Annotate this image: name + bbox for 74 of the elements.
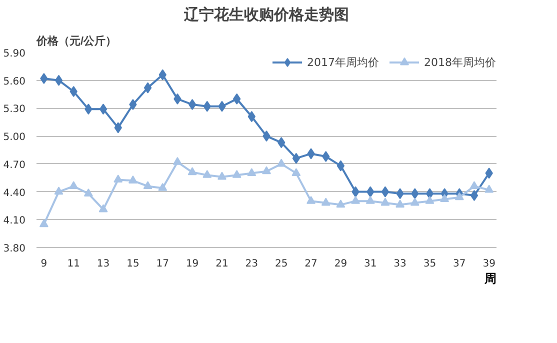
x-tick-label: 33 [394, 258, 406, 270]
point [172, 156, 182, 165]
point [129, 99, 137, 110]
point [232, 93, 241, 104]
x-tick-label: 29 [334, 258, 348, 270]
point [262, 166, 271, 174]
x-tick-label: 9 [40, 258, 48, 270]
x-tick-label: 23 [245, 258, 258, 270]
point [40, 73, 48, 84]
point [292, 168, 301, 176]
point [128, 176, 138, 184]
legend-label: 2017年周均价 [307, 54, 379, 70]
point [336, 160, 345, 172]
x-tick-label: 17 [156, 258, 169, 270]
y-tick-label: 3.80 [3, 244, 26, 254]
y-tick-label: 5.60 [3, 76, 26, 88]
point [188, 167, 197, 176]
x-tick-label: 35 [423, 258, 436, 270]
point [232, 170, 242, 178]
point [381, 186, 390, 198]
point [84, 188, 93, 196]
point [54, 186, 64, 195]
x-tick-label: 37 [453, 258, 466, 270]
point [217, 172, 226, 180]
y-tick-label: 4.70 [3, 160, 26, 171]
x-tick-label: 15 [126, 258, 140, 270]
x-tick-label: 19 [186, 258, 199, 270]
point [484, 184, 494, 193]
point [425, 196, 434, 204]
y-tick-label: 5.00 [3, 132, 26, 144]
chart-title: 辽宁花生收购价格走势图 [183, 6, 349, 24]
point [396, 200, 405, 208]
point [306, 196, 316, 204]
x-tick-label: 11 [67, 258, 80, 270]
point [470, 181, 479, 190]
point [321, 198, 330, 206]
point [366, 196, 375, 204]
point [322, 151, 330, 162]
point [380, 198, 390, 206]
point [292, 152, 300, 164]
point [144, 82, 152, 94]
x-tick-label: 27 [304, 258, 318, 270]
point [202, 170, 212, 178]
point [99, 104, 108, 115]
point [114, 174, 123, 183]
point [69, 181, 78, 190]
point [54, 74, 63, 86]
point [70, 86, 78, 97]
x-axis-title: 周 [484, 272, 496, 286]
y-axis-title: 价格（元/公斤） [36, 34, 117, 48]
point [426, 188, 434, 200]
x-tick-label: 25 [274, 258, 288, 270]
point [143, 181, 152, 190]
y-tick-label: 4.40 [3, 188, 26, 199]
point [247, 168, 256, 176]
point [440, 194, 450, 202]
y-tick-label: 5.30 [3, 104, 26, 116]
point [98, 204, 108, 212]
point [158, 182, 168, 191]
point [470, 190, 478, 201]
point [276, 158, 286, 167]
point [351, 196, 360, 204]
legend-label: 2018年周均价 [424, 54, 496, 70]
x-tick-label: 13 [96, 258, 110, 270]
point [39, 219, 48, 228]
y-tick-label: 4.10 [3, 216, 26, 227]
x-tick-label: 39 [482, 258, 496, 270]
point [410, 198, 420, 206]
y-tick-label: 5.90 [3, 48, 26, 60]
point [188, 99, 196, 110]
point [336, 200, 346, 208]
x-tick-label: 21 [216, 258, 228, 270]
point [454, 192, 464, 200]
x-tick-label: 31 [364, 258, 377, 270]
